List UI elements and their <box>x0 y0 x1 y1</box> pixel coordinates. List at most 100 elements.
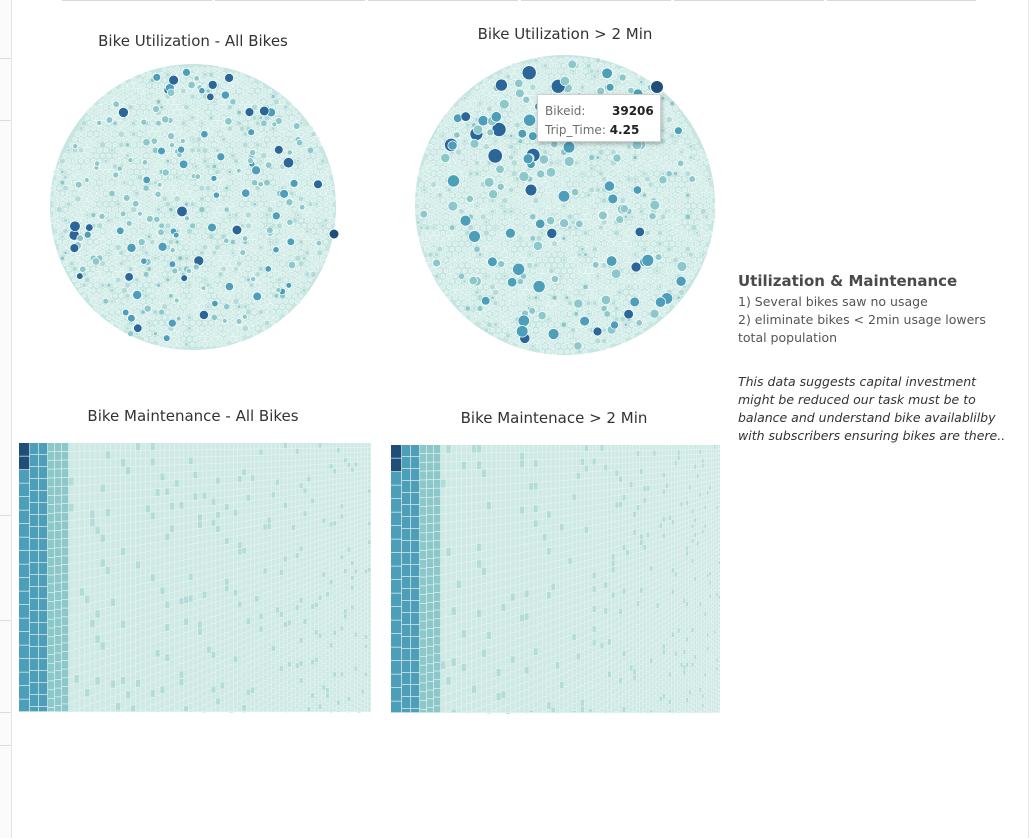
bubble <box>262 143 266 147</box>
bubble <box>505 311 511 317</box>
bubble <box>626 68 632 74</box>
bubble <box>421 165 428 172</box>
bubble <box>246 256 251 261</box>
bubble <box>227 136 233 143</box>
bubble <box>286 131 291 137</box>
treemap-cell <box>115 573 121 581</box>
treemap-cell <box>120 523 126 532</box>
bubble <box>468 268 473 273</box>
bubble-highlight <box>153 215 161 223</box>
bubble <box>78 201 84 207</box>
treemap-cell <box>62 573 69 582</box>
bubble <box>208 331 214 337</box>
bubble <box>569 251 577 258</box>
bubble <box>443 225 449 230</box>
bubble <box>155 260 162 267</box>
bubble <box>619 262 626 269</box>
bubble <box>670 263 675 268</box>
bubble <box>130 260 138 267</box>
bubble <box>267 239 273 245</box>
bubble <box>65 190 72 197</box>
treemap-cell <box>130 482 136 490</box>
bubble <box>594 230 601 236</box>
treemap-cell <box>120 564 126 572</box>
bubble <box>579 148 586 156</box>
bubble <box>180 239 187 245</box>
treemap-cell <box>30 539 39 551</box>
bubble <box>87 217 93 223</box>
bubble <box>102 222 109 229</box>
bubble <box>456 225 461 230</box>
treemap-cell <box>115 621 121 630</box>
treemap-cell <box>140 529 146 537</box>
bubble <box>530 268 535 273</box>
bubble <box>106 109 112 116</box>
bubble <box>72 158 78 164</box>
bubble <box>601 176 607 182</box>
bubble <box>239 255 245 261</box>
bubble <box>140 309 146 315</box>
bubble <box>592 84 598 91</box>
treemap-cell <box>135 458 141 466</box>
bubble <box>588 154 595 161</box>
bubble <box>215 342 220 347</box>
treemap-cell <box>39 455 48 467</box>
treemap-maintenance-all[interactable] <box>19 443 371 713</box>
bubble <box>149 314 156 321</box>
bubble <box>221 245 226 250</box>
bubble <box>217 271 224 278</box>
bubble <box>236 174 242 181</box>
bubble <box>595 68 601 74</box>
bubble <box>594 219 601 226</box>
bubble <box>66 169 71 174</box>
bubble <box>415 219 421 225</box>
bubble <box>496 328 501 333</box>
bubble <box>492 94 499 102</box>
bubble <box>131 131 137 137</box>
bubble <box>199 121 204 126</box>
bubble-highlight <box>528 306 537 315</box>
bubble <box>653 149 660 156</box>
bubble <box>443 117 449 123</box>
bubble <box>292 164 297 169</box>
bubble <box>204 335 212 343</box>
bubble <box>279 249 286 256</box>
treemap-cell <box>120 539 126 548</box>
bubble <box>125 261 130 266</box>
bubble <box>489 283 496 290</box>
bubble <box>81 120 87 127</box>
bubble <box>140 72 146 77</box>
bubble <box>248 325 255 332</box>
bubble <box>684 246 691 253</box>
treemap-cell <box>90 485 95 493</box>
bubble <box>592 171 598 177</box>
bubble <box>570 198 576 203</box>
treemap-cell <box>90 577 95 586</box>
bubble <box>68 163 75 170</box>
bubble <box>233 125 239 132</box>
treemap-cell <box>90 687 95 695</box>
bubble <box>106 250 111 255</box>
bubble <box>623 214 628 219</box>
bubble <box>205 174 211 180</box>
bubble <box>669 121 676 129</box>
bubble <box>183 309 189 315</box>
bubble <box>127 82 134 89</box>
bubble <box>694 165 700 172</box>
bubble <box>603 224 611 231</box>
bubble <box>279 130 286 138</box>
treemap-cell <box>110 606 116 615</box>
bubble <box>681 229 689 237</box>
bubble <box>109 320 115 326</box>
bubble <box>316 260 323 267</box>
bubble-chart-utilization-all[interactable] <box>44 60 344 355</box>
bubble <box>616 170 623 177</box>
bubble <box>248 174 255 180</box>
bubble <box>149 185 155 191</box>
bubble <box>440 262 446 268</box>
bubble <box>125 153 130 159</box>
treemap-cell <box>90 493 95 502</box>
bubble <box>226 308 234 316</box>
treemap-cell <box>140 678 146 686</box>
bubble <box>672 213 679 221</box>
